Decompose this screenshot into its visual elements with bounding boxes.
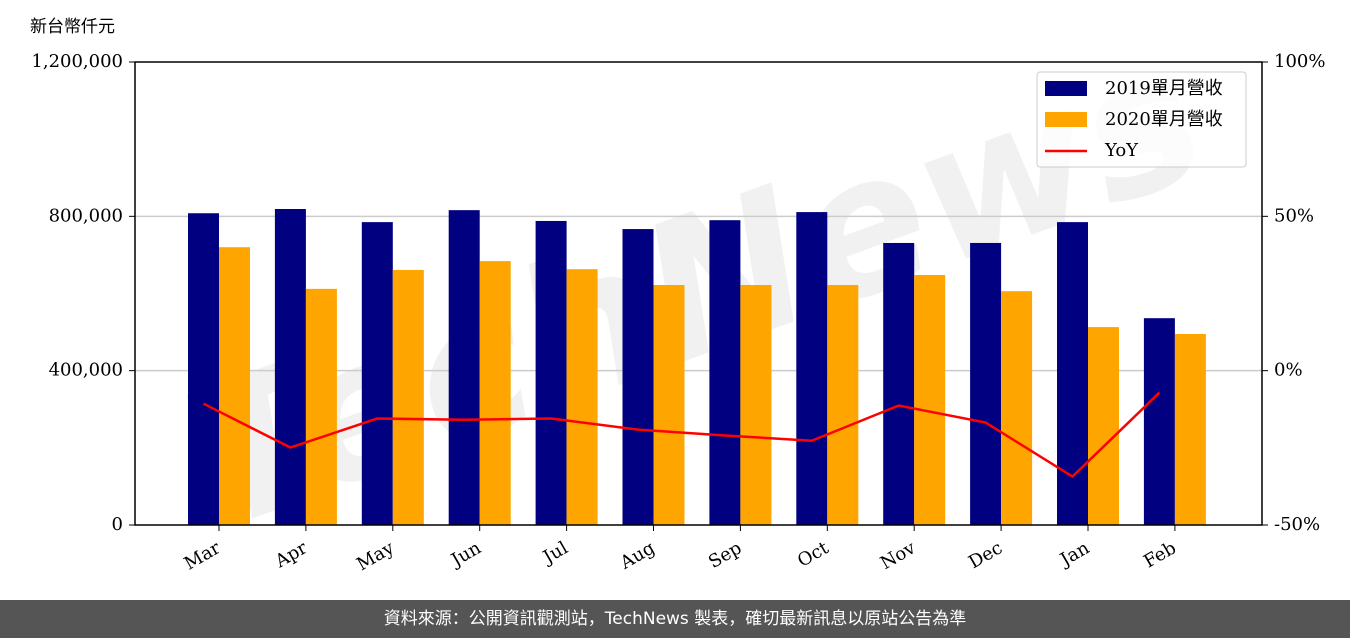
x-tick-label: Aug bbox=[616, 537, 659, 574]
x-tick-label: Jan bbox=[1055, 537, 1093, 571]
bar bbox=[274, 209, 306, 525]
bar bbox=[188, 213, 219, 525]
legend-label: 2019單月營收 bbox=[1105, 78, 1223, 99]
bar bbox=[361, 222, 393, 525]
bar bbox=[709, 220, 741, 526]
x-tick-label: Sep bbox=[705, 537, 745, 572]
bar bbox=[1088, 327, 1119, 525]
bar bbox=[740, 285, 772, 525]
yoy-line bbox=[202, 391, 1161, 479]
legend-swatch bbox=[1045, 112, 1087, 127]
source-note: 資料來源：公開資訊觀測站，TechNews 製表，確切最新訊息以原站公告為準 bbox=[384, 609, 966, 629]
bar bbox=[219, 247, 250, 525]
bar bbox=[479, 261, 511, 525]
legend-swatch bbox=[1045, 81, 1087, 96]
x-tick-label: Feb bbox=[1140, 537, 1180, 572]
x-tick-label: Jun bbox=[446, 537, 485, 572]
legend-label: 2020單月營收 bbox=[1105, 109, 1223, 130]
x-tick-label: Mar bbox=[181, 537, 225, 574]
bar bbox=[1174, 334, 1206, 525]
bar bbox=[653, 285, 685, 525]
y-tick-label: 1,200,000 bbox=[31, 51, 123, 72]
y2-tick-label: 50% bbox=[1274, 205, 1314, 226]
bar bbox=[883, 242, 915, 526]
x-tick-label: May bbox=[353, 537, 398, 575]
bar bbox=[392, 269, 424, 525]
footer bbox=[0, 600, 1350, 638]
bar bbox=[796, 212, 828, 525]
bar bbox=[1001, 291, 1033, 525]
bar bbox=[1143, 318, 1175, 525]
bar bbox=[305, 288, 337, 525]
x-tick-label: Nov bbox=[877, 537, 920, 574]
y-axis-label: 新台幣仟元 bbox=[30, 17, 115, 37]
legend-label: YoY bbox=[1104, 140, 1139, 161]
y-tick-label: 0 bbox=[112, 514, 123, 535]
y2-tick-label: -50% bbox=[1274, 514, 1320, 535]
plot-frame bbox=[134, 61, 1263, 526]
y-tick-label: 800,000 bbox=[49, 205, 123, 226]
bar bbox=[535, 220, 567, 526]
bar bbox=[970, 242, 1002, 526]
bar bbox=[1057, 222, 1088, 525]
legend-box bbox=[1036, 71, 1247, 168]
bar bbox=[566, 269, 598, 525]
x-tick-label: Jul bbox=[538, 537, 572, 569]
y2-tick-label: 100% bbox=[1274, 51, 1325, 72]
x-tick-label: Oct bbox=[794, 537, 833, 572]
bar bbox=[622, 229, 654, 525]
y-tick-label: 400,000 bbox=[49, 360, 123, 381]
bar bbox=[448, 210, 480, 525]
y2-tick-label: 0% bbox=[1274, 360, 1303, 381]
bar bbox=[827, 285, 859, 525]
x-tick-label: Dec bbox=[965, 537, 1006, 573]
bar bbox=[914, 274, 946, 525]
